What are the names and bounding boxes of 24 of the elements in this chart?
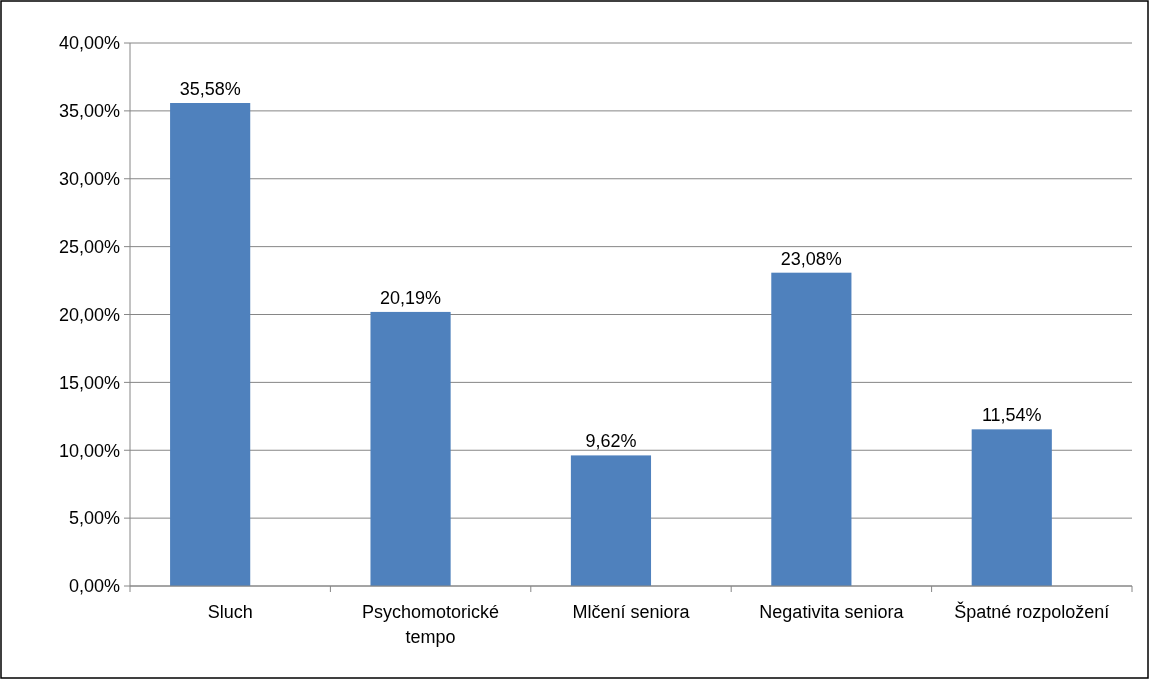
data-label: 11,54% xyxy=(981,405,1042,426)
x-tick-label: Špatné rozpoložení xyxy=(954,601,1110,622)
x-tick-label: Psychomotorické tempo xyxy=(362,602,500,647)
data-label: 20,19% xyxy=(380,287,442,308)
data-label: 35,58% xyxy=(179,79,241,99)
bar xyxy=(771,272,852,586)
y-tick-label: 5,00% xyxy=(68,508,120,529)
y-tick-label: 0,00% xyxy=(68,576,120,597)
y-tick-label: 20,00% xyxy=(58,304,120,325)
x-tick-label: Mlčení seniora xyxy=(572,602,691,622)
y-tick-label: 30,00% xyxy=(58,169,120,190)
x-tick-label: Negativita seniora xyxy=(759,602,905,622)
bar xyxy=(370,311,451,586)
bar xyxy=(971,429,1052,586)
y-tick-label: 40,00% xyxy=(58,33,120,54)
y-tick-label: 10,00% xyxy=(58,440,120,461)
data-label: 9,62% xyxy=(585,431,637,452)
bar xyxy=(570,455,652,586)
y-tick-label: 25,00% xyxy=(58,236,120,257)
y-tick-label: 35,00% xyxy=(58,101,120,122)
y-tick-label: 15,00% xyxy=(58,372,120,393)
bar xyxy=(170,103,251,586)
x-tick-label: Sluch xyxy=(207,602,253,622)
data-label: 23,08% xyxy=(780,248,842,269)
